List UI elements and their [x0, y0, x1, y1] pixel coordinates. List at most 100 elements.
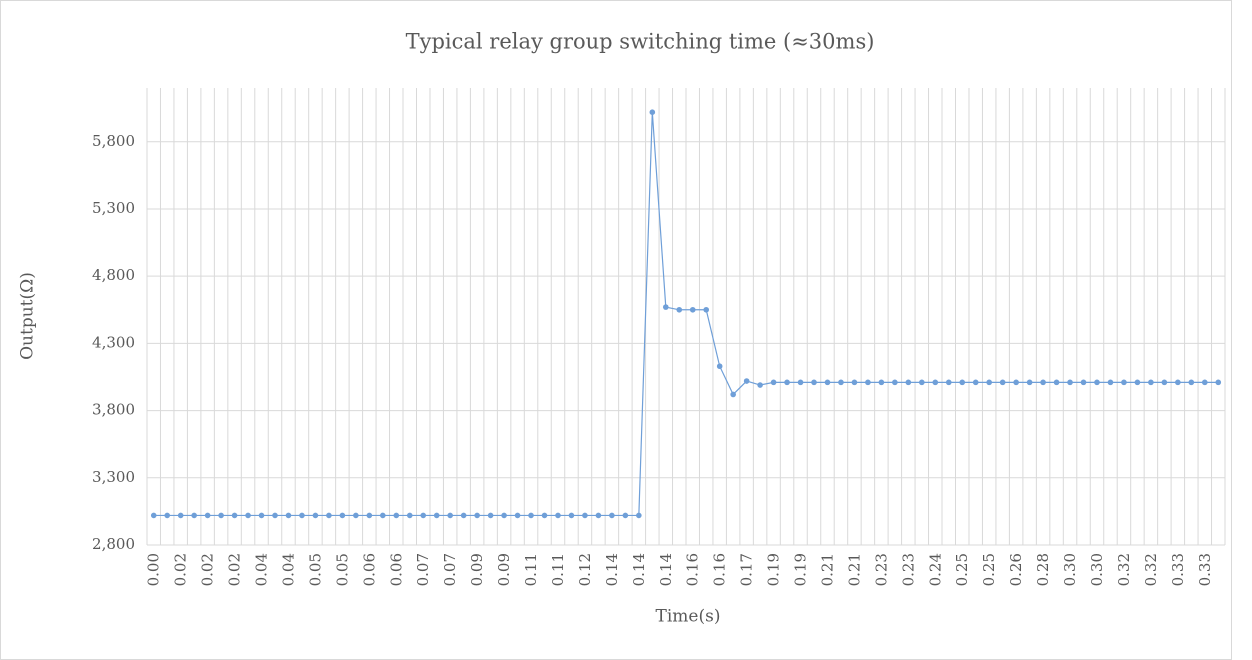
x-tick-label: 0.11	[549, 553, 567, 586]
marker	[312, 512, 319, 519]
x-tick-label: 0.32	[1115, 553, 1133, 586]
marker	[1175, 379, 1181, 386]
marker	[366, 512, 373, 519]
marker	[824, 379, 831, 386]
y-tick-label: 4,800	[92, 266, 135, 284]
marker	[353, 512, 359, 519]
marker	[622, 512, 629, 519]
x-tick-label: 0.06	[360, 553, 378, 586]
marker	[959, 379, 966, 386]
marker	[555, 512, 561, 519]
marker	[743, 378, 750, 384]
y-tick-label: 5,300	[92, 199, 135, 217]
x-tick-label: 0.23	[872, 553, 890, 586]
x-tick-label: 0.21	[818, 553, 836, 586]
marker	[150, 512, 157, 519]
x-tick-label: 0.09	[468, 553, 486, 586]
marker	[662, 304, 669, 310]
x-axis-title: Time(s)	[656, 607, 721, 627]
x-tick-label: 0.30	[1088, 553, 1106, 586]
marker	[460, 512, 467, 519]
marker	[676, 306, 683, 313]
marker	[945, 379, 952, 386]
marker	[568, 512, 575, 519]
x-tick-label: 0.19	[792, 553, 810, 586]
marker	[272, 512, 278, 519]
marker	[865, 379, 871, 386]
x-tick-label: 0.24	[926, 553, 944, 586]
marker	[1161, 379, 1168, 386]
marker	[326, 512, 332, 519]
marker	[878, 379, 885, 386]
marker	[245, 512, 251, 519]
marker	[204, 512, 211, 519]
x-tick-label: 0.21	[845, 553, 863, 586]
marker	[999, 379, 1006, 386]
marker	[892, 379, 898, 386]
marker	[177, 512, 184, 519]
x-tick-label: 0.14	[603, 553, 621, 586]
marker	[1148, 379, 1154, 386]
marker	[649, 109, 656, 115]
marker	[487, 512, 494, 519]
marker	[1134, 379, 1141, 386]
marker	[1013, 379, 1019, 386]
y-tick-label: 2,800	[92, 535, 135, 553]
marker	[514, 512, 521, 519]
x-tick-label: 0.02	[172, 553, 190, 586]
marker	[433, 512, 440, 519]
x-tick-label: 0.04	[253, 553, 271, 586]
marker	[770, 379, 777, 386]
x-tick-label: 0.07	[441, 553, 459, 586]
marker	[1121, 379, 1127, 386]
x-tick-label: 0.26	[1007, 553, 1025, 586]
marker	[811, 379, 817, 386]
marker	[986, 379, 992, 386]
marker	[164, 512, 171, 519]
x-tick-label: 0.25	[953, 553, 971, 586]
marker	[406, 512, 413, 519]
marker	[1215, 379, 1222, 386]
x-tick-label: 0.00	[145, 553, 163, 586]
marker	[191, 512, 197, 519]
marker	[1188, 379, 1195, 386]
marker	[838, 379, 844, 386]
x-tick-label: 0.19	[765, 553, 783, 586]
chart-title: Typical relay group switching time (≈30m…	[406, 30, 875, 54]
marker	[609, 512, 615, 519]
marker	[1026, 379, 1033, 386]
marker	[420, 512, 427, 519]
x-tick-label: 0.16	[684, 553, 702, 586]
marker	[1067, 379, 1073, 386]
marker	[757, 382, 763, 388]
marker	[595, 512, 602, 519]
marker	[689, 306, 696, 313]
marker	[932, 379, 939, 386]
x-tick-label: 0.14	[657, 553, 675, 586]
x-tick-label: 0.04	[279, 553, 297, 586]
x-tick-label: 0.16	[711, 553, 729, 586]
x-tick-label: 0.32	[1142, 553, 1160, 586]
marker	[339, 512, 346, 519]
marker	[541, 512, 548, 519]
x-tick-label: 0.33	[1196, 553, 1214, 586]
x-tick-label: 0.07	[414, 553, 432, 586]
x-tick-label: 0.17	[738, 553, 756, 586]
x-tick-label: 0.05	[306, 553, 324, 586]
marker	[528, 512, 534, 519]
marker	[1080, 379, 1087, 386]
marker	[636, 512, 642, 519]
marker	[919, 379, 925, 386]
x-tick-label: 0.28	[1034, 553, 1052, 586]
marker	[474, 512, 480, 519]
x-tick-label: 0.09	[495, 553, 513, 586]
x-tick-label: 0.25	[980, 553, 998, 586]
marker	[703, 306, 710, 313]
marker	[797, 379, 804, 386]
y-tick-label: 3,800	[92, 401, 135, 419]
y-tick-label: 5,800	[92, 132, 135, 150]
marker	[1040, 379, 1046, 386]
x-tick-label: 0.23	[899, 553, 917, 586]
